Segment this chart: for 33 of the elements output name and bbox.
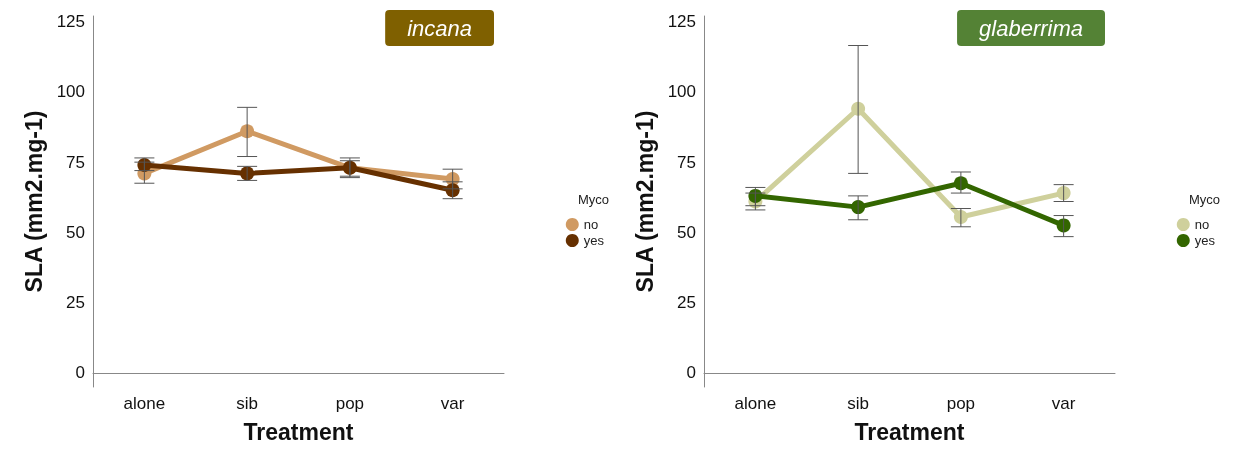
x-tick-label: var [440, 394, 465, 413]
legend-label: yes [583, 233, 605, 248]
y-tick-label: 75 [66, 152, 85, 172]
y-tick-label: 0 [75, 363, 85, 383]
y-tick-label: 50 [677, 222, 696, 242]
y-tick-label: 25 [677, 293, 696, 313]
x-tick-label: var [1051, 394, 1076, 413]
y-tick-label: 125 [667, 12, 696, 32]
y-tick-label: 50 [66, 222, 85, 242]
x-axis-title: Treatment [854, 418, 965, 445]
legend-label: no [583, 217, 599, 232]
legend-title: Myco [1188, 192, 1220, 207]
y-tick-label: 25 [66, 293, 85, 313]
chart-title: incana [407, 15, 473, 41]
legend-title: Myco [577, 192, 609, 207]
y-tick-label: 125 [56, 12, 85, 32]
x-tick-label: sib [236, 394, 258, 413]
y-tick-label: 100 [667, 82, 696, 102]
legend-label: no [1194, 217, 1210, 232]
y-axis-title: SLA (mm2.mg-1) [631, 110, 658, 293]
x-tick-label: pop [335, 394, 365, 413]
x-tick-label: alone [734, 394, 777, 413]
y-axis-title: SLA (mm2.mg-1) [20, 110, 47, 293]
y-tick-label: 100 [56, 82, 85, 102]
chart-title: glaberrima [979, 15, 1084, 41]
y-tick-label: 0 [686, 363, 696, 383]
legend-label: yes [1194, 233, 1216, 248]
point [1056, 186, 1071, 201]
x-tick-label: pop [946, 394, 976, 413]
x-tick-label: alone [123, 394, 166, 413]
x-axis-title: Treatment [243, 418, 354, 445]
x-tick-label: sib [847, 394, 869, 413]
y-tick-label: 75 [677, 152, 696, 172]
